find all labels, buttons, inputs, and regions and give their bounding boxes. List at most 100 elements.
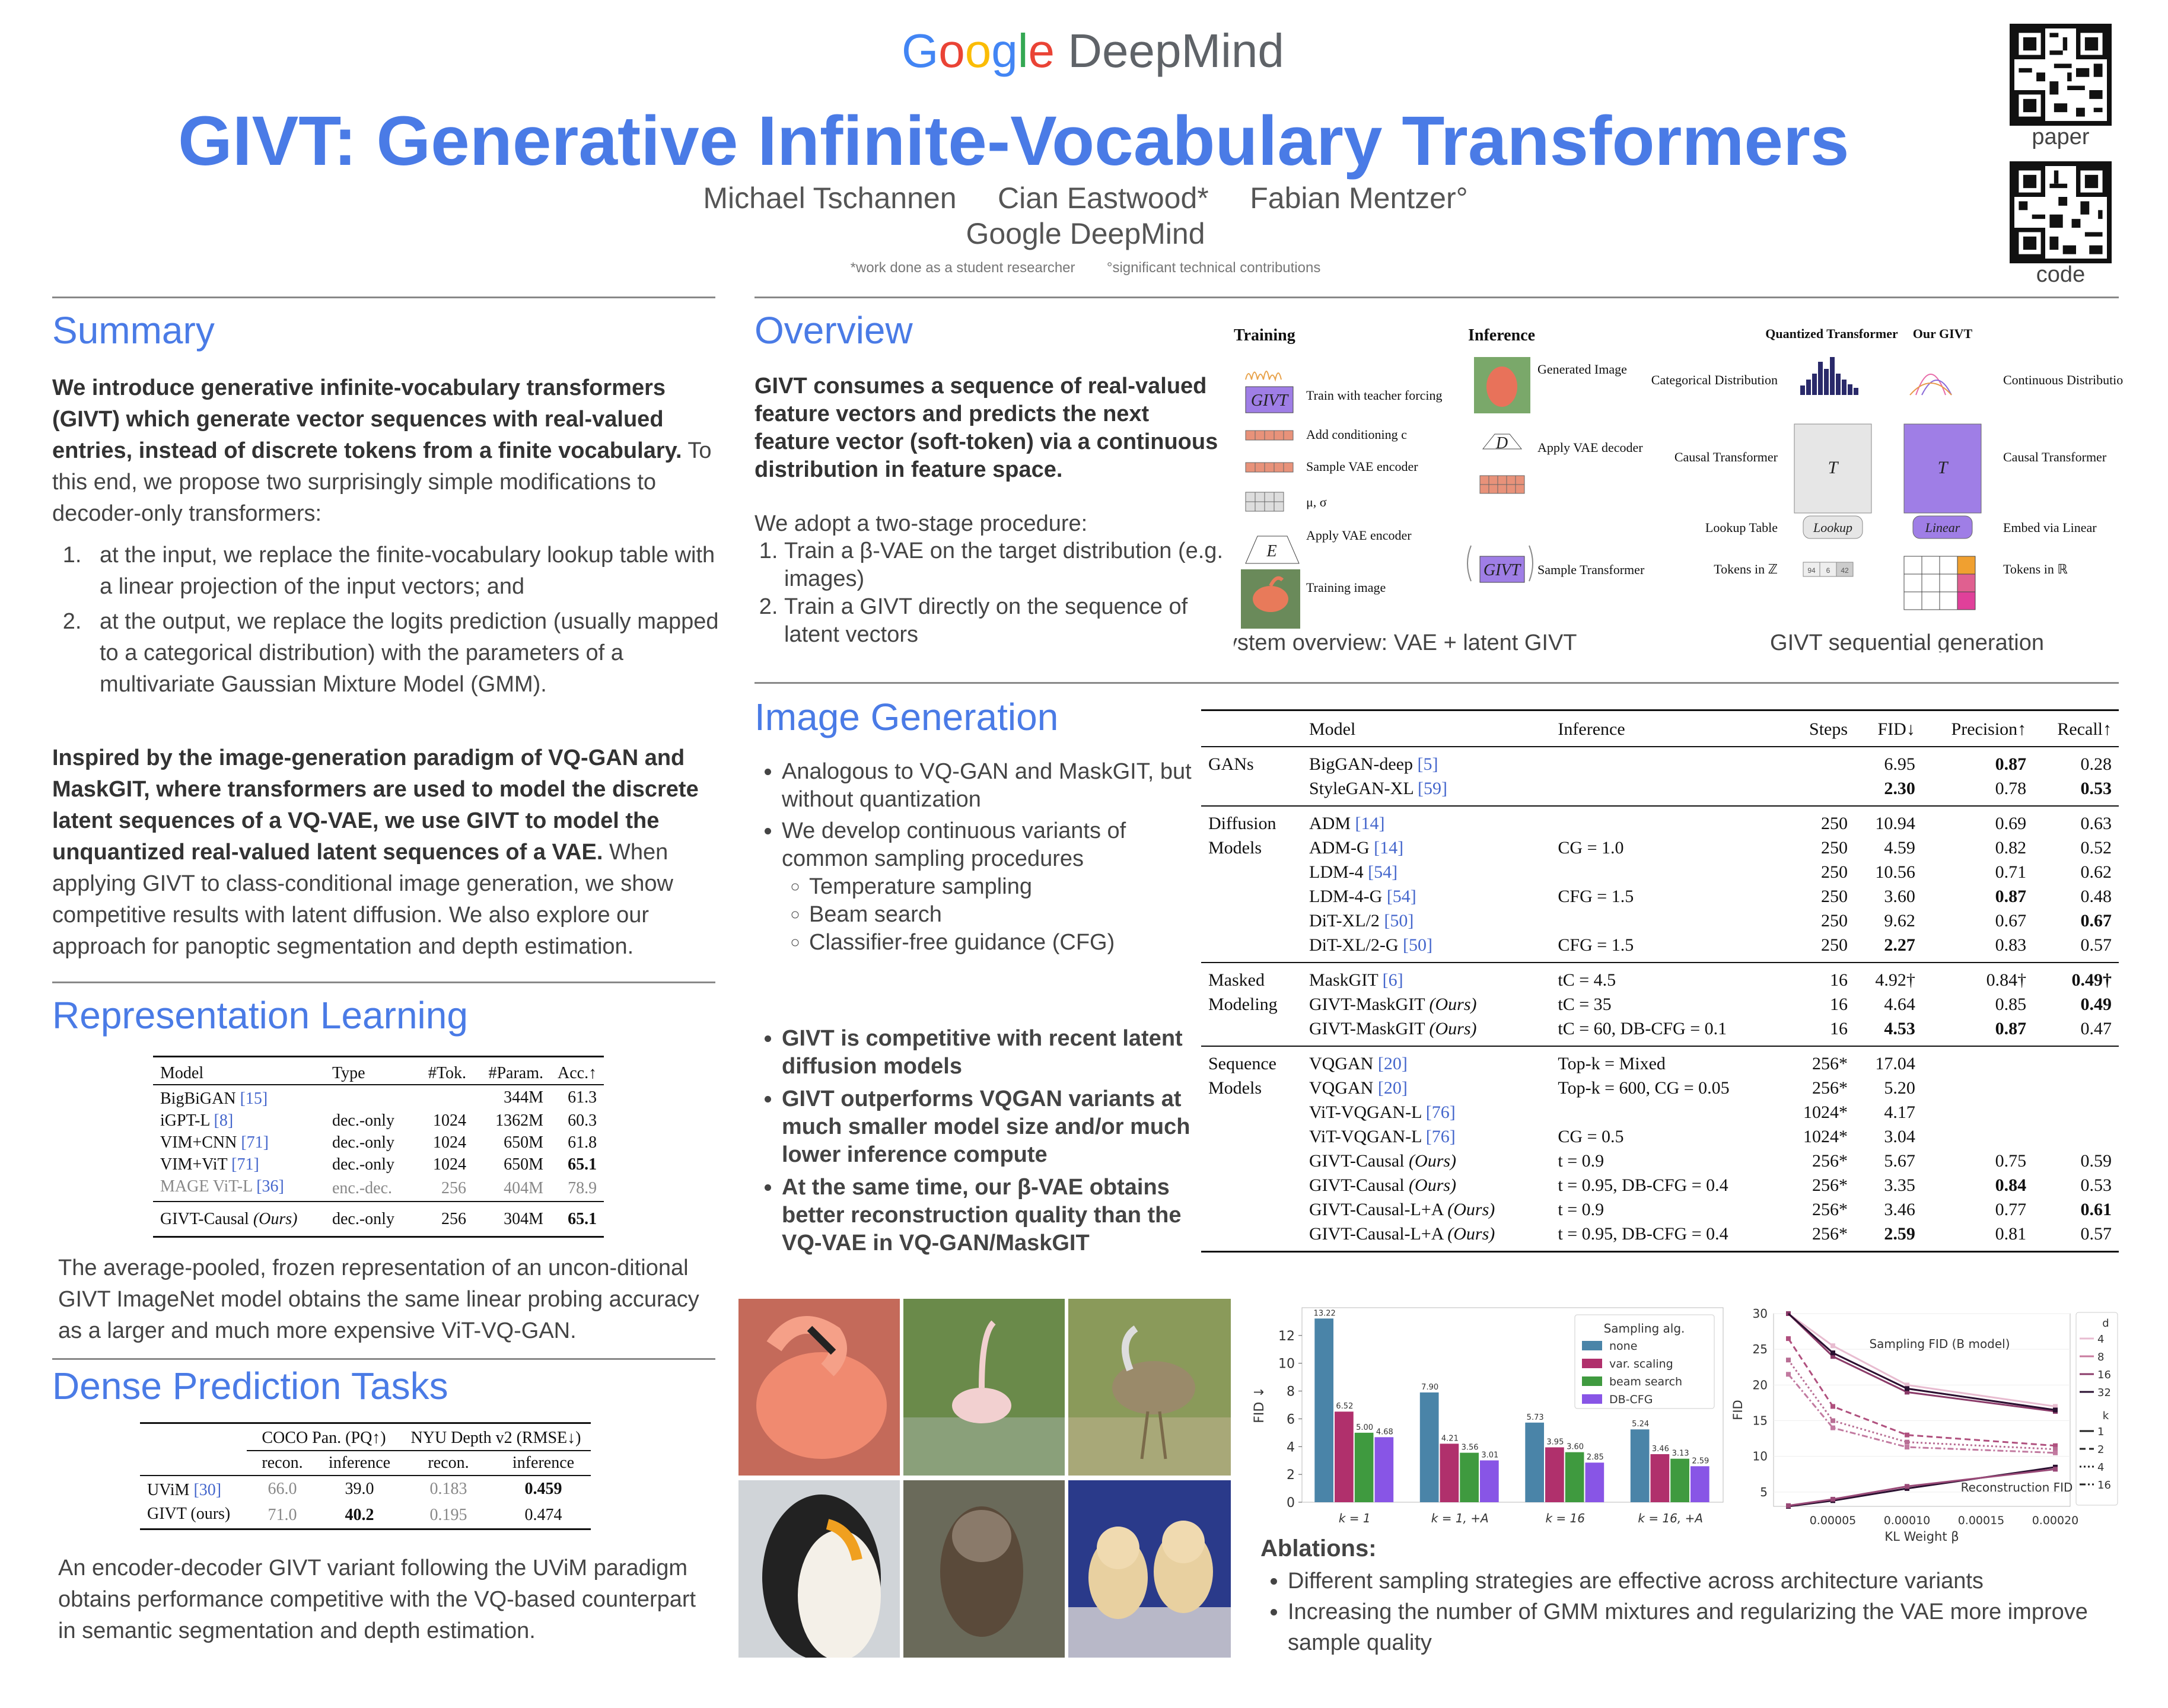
transformer-label: T	[1828, 458, 1839, 477]
bar	[1314, 1318, 1334, 1502]
citation-link[interactable]: [36]	[256, 1177, 284, 1196]
bar	[1479, 1460, 1499, 1502]
citation-link[interactable]: [54]	[1386, 887, 1416, 906]
x-tick-label: k = 1	[1339, 1511, 1371, 1525]
logo-letter: o	[938, 24, 965, 77]
cell-steps: 250	[1821, 862, 1848, 882]
citation-link[interactable]: [30]	[193, 1481, 222, 1499]
citation-link[interactable]: [5]	[1417, 754, 1438, 774]
model-name: ADM	[1309, 814, 1351, 833]
cell-steps: 16	[1830, 970, 1848, 990]
citation-link[interactable]: [14]	[1374, 838, 1404, 858]
data-point	[1830, 1496, 1835, 1502]
cell-fid: 4.92†	[1875, 970, 1915, 990]
x-tick-label: 0.00020	[2032, 1514, 2079, 1527]
citation-link[interactable]: [8]	[214, 1111, 234, 1130]
diagram-text: Sample Transformer	[1537, 562, 1645, 577]
model-name: GIVT-MaskGIT	[1309, 1019, 1425, 1038]
qr-code-code[interactable]	[2010, 161, 2112, 263]
lookup-box	[1803, 515, 1863, 539]
model-name: ViT-VQGAN-L	[1309, 1102, 1422, 1122]
citation-link[interactable]: [14]	[1355, 814, 1385, 833]
summary-list: at the input, we replace the finite-voca…	[52, 540, 720, 700]
cell-group	[1201, 933, 1302, 963]
cell: 1024	[433, 1111, 466, 1130]
diagram-text: Add conditioning c	[1306, 427, 1407, 442]
bar	[1545, 1447, 1564, 1502]
legend-box	[1574, 1314, 1715, 1409]
cell: 60.3	[568, 1111, 597, 1130]
data-point	[1830, 1343, 1835, 1349]
cell-precision	[1922, 1100, 2033, 1124]
model-name: MaskGIT	[1309, 970, 1379, 990]
citation-link[interactable]: [71]	[241, 1133, 269, 1152]
legend-label: beam search	[1609, 1375, 1682, 1388]
ours-tag: (Ours)	[1429, 1019, 1477, 1038]
table-header-row: Model Type #Tok. #Param. Acc.↑	[153, 1056, 604, 1085]
cell-recall	[2033, 1076, 2119, 1100]
divider	[754, 297, 2119, 298]
cell-precision: 0.69	[1995, 814, 2027, 833]
citation-link[interactable]: [54]	[1368, 862, 1398, 882]
encoder-trapezoid	[1245, 536, 1300, 564]
col-header: Precision↑	[1951, 719, 2027, 739]
data-point	[1786, 1358, 1791, 1363]
qr-code-paper[interactable]	[2010, 24, 2112, 126]
citation-link[interactable]: [71]	[231, 1155, 259, 1174]
citation-link[interactable]: [76]	[1425, 1102, 1456, 1122]
diagram-text: Apply VAE encoder	[1306, 528, 1412, 543]
cell: dec.-only	[332, 1210, 394, 1228]
diagram-label-quantized: Quantized Transformer	[1765, 326, 1898, 341]
cell: dec.-only	[332, 1133, 394, 1152]
cell-recall: 0.67	[2080, 911, 2112, 931]
y-tick-label: 2	[1287, 1468, 1295, 1483]
series-line	[1787, 1374, 2056, 1454]
y-tick-label: 12	[1278, 1329, 1295, 1344]
cell: 0.195	[429, 1506, 467, 1524]
cell-group	[1201, 776, 1302, 806]
cell-fid: 10.56	[1875, 862, 1915, 882]
col-header: Acc.↑	[558, 1064, 597, 1082]
cell-fid: 9.62	[1884, 911, 1915, 931]
cell-model: ADM [14]	[1302, 806, 1551, 836]
citation-link[interactable]: [20]	[1377, 1054, 1408, 1073]
table-row: GIVT-MaskGIT (Ours) tC = 60, DB-CFG = 0.1…	[1201, 1016, 2119, 1046]
bar-data-label: 3.56	[1462, 1443, 1479, 1452]
annotation-sampling: Sampling FID (B model)	[1869, 1337, 2010, 1351]
citation-link[interactable]: [20]	[1377, 1078, 1408, 1098]
data-point	[1830, 1418, 1835, 1423]
citation-link[interactable]: [59]	[1418, 779, 1448, 798]
cell-group	[1201, 884, 1302, 909]
table-row: DiT-XL/2-G [50] CFG = 1.5 250 2.27 0.83 0.57	[1201, 933, 2119, 963]
citation-link[interactable]: [50]	[1403, 935, 1433, 955]
logo-letter: G	[902, 24, 939, 77]
cell: 304M	[504, 1210, 543, 1228]
cell-model: MaskGIT [6]	[1302, 963, 1551, 992]
col-header: Model	[1309, 719, 1356, 739]
data-point	[1830, 1350, 1835, 1356]
diagram-text: Tokens in ℝ	[2003, 562, 2068, 576]
x-axis-label: KL Weight β	[1884, 1529, 1959, 1544]
citation-link[interactable]: [15]	[240, 1089, 268, 1108]
decoder-label: D	[1495, 434, 1508, 453]
cell-recall: 0.57	[2080, 1224, 2112, 1244]
cell-model: GIVT-MaskGIT (Ours)	[1302, 992, 1551, 1016]
diagram-label-inference: Inference	[1468, 326, 1535, 345]
citation-link[interactable]: [6]	[1382, 970, 1403, 990]
logo-deepmind: DeepMind	[1068, 24, 1284, 77]
x-tick-label: 0.00010	[1884, 1514, 1931, 1527]
list-item: We develop continuous variants of common…	[782, 817, 1205, 873]
table-body: GANs BigGAN-deep [5] 6.95 0.87 0.28 StyleGAN-…	[1201, 747, 2119, 1252]
list-item: GIVT is competitive with recent latent d…	[782, 1025, 1205, 1081]
training-stack: GIVT E	[1241, 371, 1300, 629]
citation-link[interactable]: [76]	[1425, 1127, 1456, 1146]
cell-inference: Top-k = 600, CG = 0.05	[1558, 1078, 1730, 1098]
cell-fid: 4.53	[1884, 1019, 1915, 1038]
diagram-text: Causal Transformer	[2003, 450, 2107, 464]
list-item: Analogous to VQ-GAN and MaskGIT, but wit…	[782, 758, 1205, 814]
table-row: GIVT-Causal-L+A (Ours) t = 0.95, DB-CFG =…	[1201, 1222, 2119, 1252]
cell-model: UViM	[147, 1481, 190, 1499]
legend-swatch	[1582, 1376, 1602, 1386]
citation-link[interactable]: [50]	[1384, 911, 1414, 931]
table-row: iGPT-L [8] dec.-only 1024 1362M 60.3	[153, 1110, 604, 1132]
